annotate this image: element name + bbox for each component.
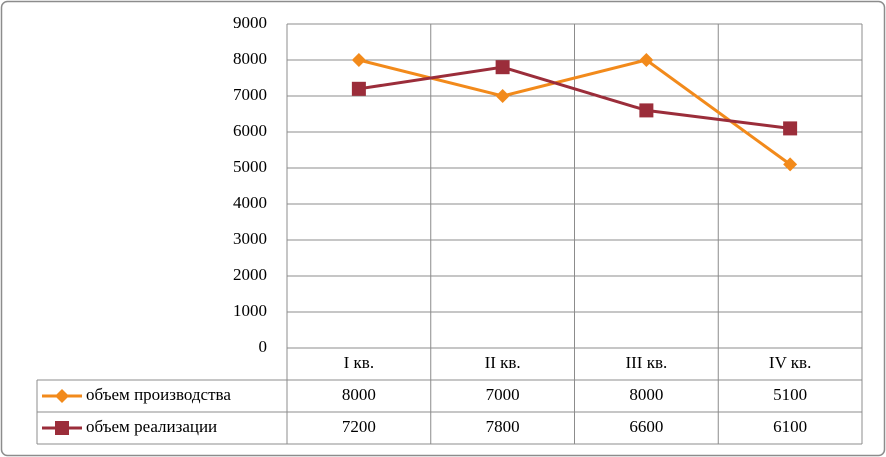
marker <box>783 157 798 172</box>
legend-label: объем производства <box>86 385 231 404</box>
series-line <box>358 65 791 130</box>
marker <box>495 89 510 103</box>
table-value: 8000 <box>342 385 376 404</box>
x-tick-label: IV кв. <box>769 353 811 372</box>
x-tick-label: III кв. <box>625 353 667 372</box>
table-value: 6600 <box>629 417 663 436</box>
y-tick-label: 0 <box>259 337 268 356</box>
legend-label: объем реализации <box>86 417 217 436</box>
y-tick-label: 1000 <box>233 301 267 320</box>
x-tick-label: II кв. <box>485 353 521 372</box>
marker <box>783 121 798 136</box>
table-value: 7200 <box>342 417 376 436</box>
marker <box>351 53 366 67</box>
legend-marker <box>55 389 69 403</box>
y-tick-label: 8000 <box>233 49 267 68</box>
y-tick-label: 4000 <box>233 193 267 212</box>
table-value: 6100 <box>773 417 807 436</box>
marker <box>639 103 654 118</box>
marker <box>639 53 654 67</box>
y-tick-label: 3000 <box>233 229 267 248</box>
table-value: 7000 <box>486 385 520 404</box>
y-tick-label: 5000 <box>233 157 267 176</box>
marker <box>495 60 510 75</box>
marker <box>351 81 366 96</box>
y-tick-label: 6000 <box>233 121 267 140</box>
x-tick-label: I кв. <box>344 353 374 372</box>
table-value: 8000 <box>629 385 663 404</box>
y-tick-label: 9000 <box>233 13 267 32</box>
legend-marker <box>55 421 69 435</box>
table-value: 7800 <box>486 417 520 436</box>
y-tick-label: 2000 <box>233 265 267 284</box>
y-tick-label: 7000 <box>233 85 267 104</box>
table-value: 5100 <box>773 385 807 404</box>
